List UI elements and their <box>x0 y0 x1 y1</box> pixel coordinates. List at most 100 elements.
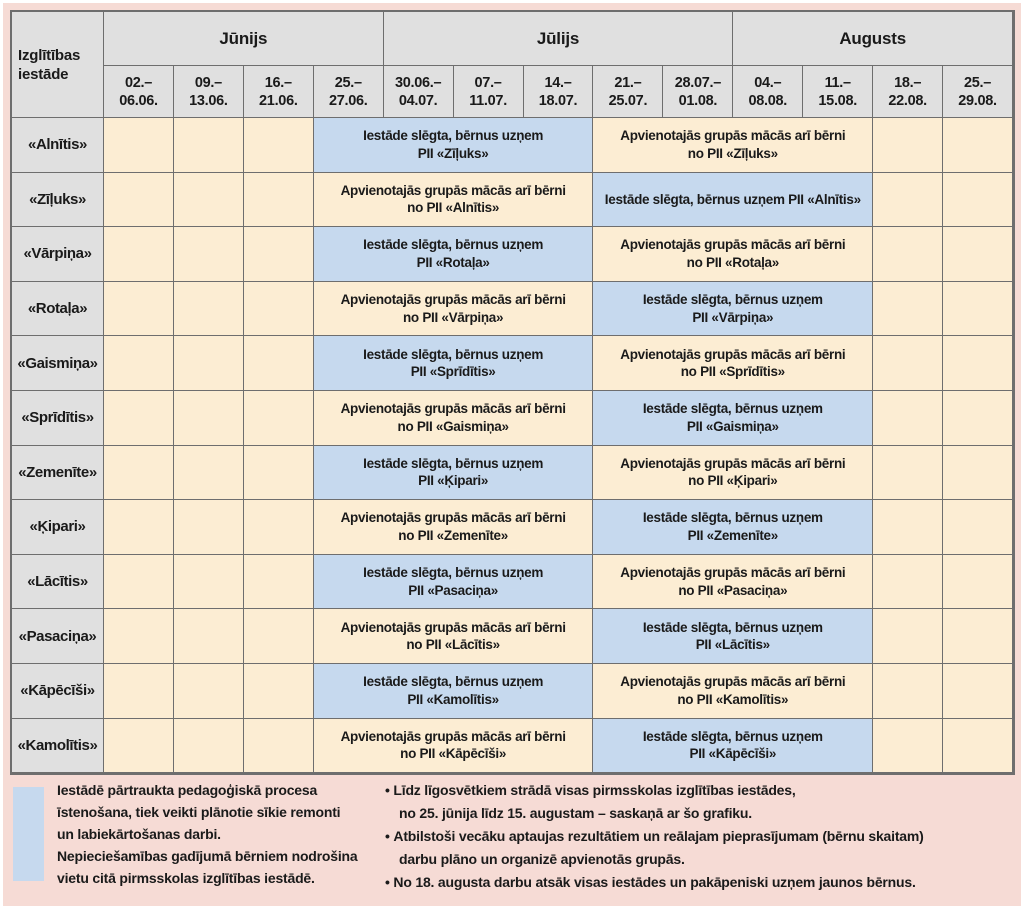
week-header: 04.– 08.08. <box>733 66 804 118</box>
closed-block: Iestāde slēgta, bērnus uzņem PII «Ķipari… <box>313 445 594 501</box>
empty-week-cell <box>943 118 1013 173</box>
empty-week-cell <box>104 336 174 391</box>
empty-week-cell <box>943 281 1013 337</box>
combined-block: Apvienotajās grupās mācās arī bērni no P… <box>313 500 594 555</box>
empty-week-cell <box>243 118 314 173</box>
week-header: 18.– 22.08. <box>873 66 944 118</box>
empty-week-cell <box>943 445 1013 501</box>
empty-week-cell <box>173 718 244 774</box>
week-header: 09.– 13.06. <box>173 66 244 118</box>
closed-block: Iestāde slēgta, bērnus uzņem PII «Rotaļa… <box>313 227 594 282</box>
empty-week-cell <box>943 609 1013 664</box>
month-header-june: Jūnijs <box>104 12 384 66</box>
legend-bullet-2: Atbilstoši vecāku aptaujas rezultātiem u… <box>385 825 993 871</box>
empty-week-cell <box>104 445 174 501</box>
empty-week-cell <box>243 554 314 610</box>
empty-week-cell <box>873 445 944 501</box>
row-label: «Alnītis» <box>12 118 104 173</box>
row-label: «Ķipari» <box>12 500 104 555</box>
row-label: «Lācītis» <box>12 554 104 610</box>
empty-week-cell <box>943 554 1013 610</box>
combined-block: Apvienotajās grupās mācās arī bērni no P… <box>593 227 874 282</box>
empty-week-cell <box>104 281 174 337</box>
empty-week-cell <box>943 227 1013 282</box>
empty-week-cell <box>173 390 244 446</box>
week-header: 02.– 06.06. <box>104 66 174 118</box>
empty-week-cell <box>243 663 314 719</box>
empty-week-cell <box>173 609 244 664</box>
empty-week-cell <box>173 227 244 282</box>
empty-week-cell <box>243 718 314 774</box>
empty-week-cell <box>243 336 314 391</box>
empty-week-cell <box>873 500 944 555</box>
empty-week-cell <box>873 336 944 391</box>
closed-color-swatch <box>13 787 44 881</box>
legend-notes: Līdz līgosvētkiem strādā visas pirmsskol… <box>385 779 993 894</box>
empty-week-cell <box>873 718 944 774</box>
legend-bullet-3: No 18. augusta darbu atsāk visas iestāde… <box>385 871 993 894</box>
closed-block: Iestāde slēgta, bērnus uzņem PII «Lācīti… <box>593 609 874 664</box>
week-header: 14.– 18.07. <box>523 66 594 118</box>
empty-week-cell <box>943 172 1013 228</box>
week-header: 07.– 11.07. <box>453 66 524 118</box>
empty-week-cell <box>243 445 314 501</box>
week-header: 25.– 29.08. <box>943 66 1013 118</box>
empty-week-cell <box>243 500 314 555</box>
row-label: «Rotaļa» <box>12 281 104 337</box>
week-header: 16.– 21.06. <box>243 66 314 118</box>
closed-block: Iestāde slēgta, bērnus uzņem PII «Sprīdī… <box>313 336 594 391</box>
empty-week-cell <box>104 118 174 173</box>
combined-block: Apvienotajās grupās mācās arī bērni no P… <box>313 172 594 228</box>
empty-week-cell <box>104 227 174 282</box>
closed-block: Iestāde slēgta, bērnus uzņem PII «Zemenī… <box>593 500 874 555</box>
week-header: 21.– 25.07. <box>593 66 664 118</box>
combined-block: Apvienotajās grupās mācās arī bērni no P… <box>313 281 594 337</box>
empty-week-cell <box>873 390 944 446</box>
row-label: «Gaismiņa» <box>12 336 104 391</box>
combined-block: Apvienotajās grupās mācās arī bērni no P… <box>593 336 874 391</box>
legend-swatch-text: Iestādē pārtraukta pedagoģiskā procesa ī… <box>57 782 358 886</box>
empty-week-cell <box>104 500 174 555</box>
closed-block: Iestāde slēgta, bērnus uzņem PII «Alnīti… <box>593 172 874 228</box>
row-label: «Zīļuks» <box>12 172 104 228</box>
closed-block: Iestāde slēgta, bērnus uzņem PII «Kāpēcī… <box>593 718 874 774</box>
month-header-august: Augusts <box>733 12 1013 66</box>
empty-week-cell <box>873 172 944 228</box>
combined-block: Apvienotajās grupās mācās arī bērni no P… <box>313 390 594 446</box>
row-label: «Sprīdītis» <box>12 390 104 446</box>
combined-block: Apvienotajās grupās mācās arī bērni no P… <box>593 663 874 719</box>
empty-week-cell <box>943 390 1013 446</box>
combined-block: Apvienotajās grupās mācās arī bērni no P… <box>593 554 874 610</box>
legend-bullet-1: Līdz līgosvētkiem strādā visas pirmsskol… <box>385 779 993 825</box>
empty-week-cell <box>173 118 244 173</box>
empty-week-cell <box>173 445 244 501</box>
row-label: «Vārpiņa» <box>12 227 104 282</box>
empty-week-cell <box>873 554 944 610</box>
empty-week-cell <box>243 609 314 664</box>
empty-week-cell <box>943 718 1013 774</box>
empty-week-cell <box>873 609 944 664</box>
combined-block: Apvienotajās grupās mācās arī bērni no P… <box>593 445 874 501</box>
week-header: 28.07.– 01.08. <box>663 66 734 118</box>
empty-week-cell <box>104 172 174 228</box>
closed-block: Iestāde slēgta, bērnus uzņem PII «Gaismi… <box>593 390 874 446</box>
empty-week-cell <box>173 500 244 555</box>
empty-week-cell <box>873 227 944 282</box>
empty-week-cell <box>104 390 174 446</box>
empty-week-cell <box>873 118 944 173</box>
empty-week-cell <box>104 663 174 719</box>
closed-block: Iestāde slēgta, bērnus uzņem PII «Vārpiņ… <box>593 281 874 337</box>
empty-week-cell <box>873 281 944 337</box>
week-header: 25.– 27.06. <box>313 66 384 118</box>
empty-week-cell <box>873 663 944 719</box>
week-header: 11.– 15.08. <box>803 66 874 118</box>
combined-block: Apvienotajās grupās mācās arī bērni no P… <box>313 718 594 774</box>
empty-week-cell <box>173 663 244 719</box>
closed-block: Iestāde slēgta, bērnus uzņem PII «Zīļuks… <box>313 118 594 173</box>
empty-week-cell <box>104 554 174 610</box>
closed-block: Iestāde slēgta, bērnus uzņem PII «Kamolī… <box>313 663 594 719</box>
row-label: «Kamolītis» <box>12 718 104 774</box>
closed-block: Iestāde slēgta, bērnus uzņem PII «Pasaci… <box>313 554 594 610</box>
row-label: «Pasaciņa» <box>12 609 104 664</box>
week-header: 30.06.– 04.07. <box>383 66 454 118</box>
